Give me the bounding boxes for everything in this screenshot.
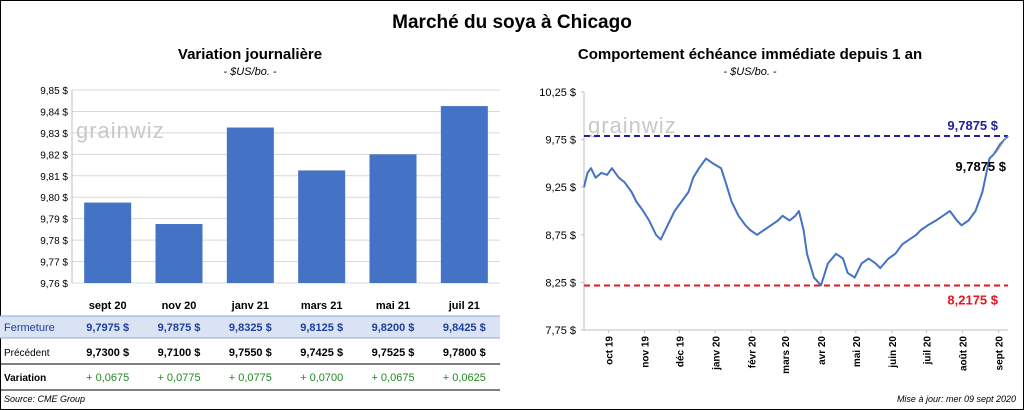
line-x-tick-label: févr 20 (747, 336, 758, 369)
table-cell: 9,8325 $ (229, 322, 272, 334)
bar (369, 154, 417, 283)
watermark-logo: grainwiz (76, 118, 165, 143)
table-cell: 9,7425 $ (300, 347, 343, 359)
bar (155, 224, 203, 283)
left-chart-title: Variation journalière (177, 46, 323, 63)
current-value-leader (995, 137, 1007, 154)
bar-y-tick-label: 9,82 $ (40, 150, 68, 161)
table-row-highlight (0, 316, 500, 338)
bar (298, 170, 346, 283)
line-x-tick-label: juil 20 (923, 336, 934, 366)
table-row-label: Précédent (4, 348, 50, 359)
line-x-tick-label: mars 20 (781, 336, 792, 374)
table-cell: 9,8200 $ (372, 322, 415, 334)
bar (226, 127, 274, 284)
line-x-tick-label: nov 19 (640, 336, 651, 368)
line-x-tick-label: sept 20 (995, 336, 1006, 371)
bar-y-tick-label: 9,78 $ (40, 236, 68, 247)
table-cell: 9,7875 $ (158, 322, 201, 334)
current-value-label: 9,7875 $ (955, 159, 1006, 174)
table-cell: 9,7100 $ (158, 347, 201, 359)
right-chart-title: Comportement échéance immédiate depuis 1… (577, 46, 923, 63)
line-x-tick-label: avr 20 (817, 336, 828, 365)
line-y-tick-label: 8,75 $ (545, 230, 576, 242)
low-reference-label: 8,2175 $ (947, 292, 998, 307)
table-row-label: Variation (4, 373, 46, 384)
bar-y-tick-label: 9,85 $ (40, 86, 68, 97)
right-chart-unit: - $US/bo. - (723, 66, 777, 78)
table-cell: + 0,0700 (300, 372, 343, 384)
bar-x-tick-label: sept 20 (89, 300, 127, 312)
table-cell: 9,7300 $ (86, 347, 129, 359)
line-y-tick-label: 10,25 $ (539, 87, 576, 99)
high-reference-label: 9,7875 $ (947, 118, 998, 133)
table-cell: + 0,0675 (86, 372, 129, 384)
table-cell: + 0,0675 (371, 372, 414, 384)
line-x-tick-label: janv 20 (711, 336, 722, 371)
data-table: Fermeture 9,7975 $ 9,7875 $ 9,8325 $ 9,8125 … (0, 315, 500, 391)
line-x-tick-label: oct 19 (604, 336, 615, 365)
watermark-logo: grainwiz (588, 113, 677, 138)
line-chart: 7,75 $ 8,25 $ 8,75 $ 9,25 $ 9,75 $ 10,25 $ gra… (539, 87, 1009, 374)
line-x-tick-label: juin 20 (888, 336, 899, 369)
table-cell: 9,7800 $ (443, 347, 486, 359)
bar (84, 202, 132, 283)
bar-y-tick-label: 9,81 $ (40, 172, 68, 183)
table-cell: 9,7975 $ (86, 322, 129, 334)
bar-x-tick-label: mars 21 (301, 300, 343, 312)
bar-x-tick-label: mai 21 (376, 300, 410, 312)
bar-x-tick-label: nov 20 (162, 300, 197, 312)
table-cell: 9,8125 $ (300, 322, 343, 334)
bar-y-tick-label: 9,79 $ (40, 215, 68, 226)
bar-y-tick-label: 9,77 $ (40, 258, 68, 269)
bar-y-tick-label: 9,76 $ (40, 279, 68, 290)
table-cell: + 0,0775 (229, 372, 272, 384)
main-title: Marché du soya à Chicago (392, 12, 632, 33)
left-chart-unit: - $US/bo. - (223, 66, 277, 78)
line-y-tick-label: 7,75 $ (545, 325, 576, 337)
table-cell: 9,7550 $ (229, 347, 272, 359)
price-series-line (583, 135, 1009, 287)
bar-chart: 9,76 $ 9,77 $ 9,78 $ 9,79 $ 9,80 $ 9,81 $ 9,82… (40, 86, 500, 312)
table-cell: 9,7525 $ (372, 347, 415, 359)
bar-x-tick-label: janv 21 (231, 300, 269, 312)
table-cell: + 0,0625 (443, 372, 486, 384)
bar-x-tick-label: juil 21 (448, 300, 480, 312)
line-x-tick-label: août 20 (959, 336, 970, 371)
line-y-tick-label: 9,75 $ (545, 135, 576, 147)
bar-y-tick-label: 9,83 $ (40, 129, 68, 140)
line-x-tick-label: mai 20 (852, 336, 863, 368)
table-row-label: Fermeture (4, 322, 55, 334)
line-y-tick-label: 8,25 $ (545, 277, 576, 289)
table-cell: 9,8425 $ (443, 322, 486, 334)
source-note: Source: CME Group (4, 394, 86, 404)
bar-y-tick-label: 9,80 $ (40, 193, 68, 204)
line-x-tick-label: déc 19 (675, 336, 686, 368)
line-y-tick-label: 9,25 $ (545, 182, 576, 194)
bar (440, 106, 488, 283)
table-cell: + 0,0775 (157, 372, 200, 384)
update-note: Mise à jour: mer 09 sept 2020 (896, 394, 1016, 404)
bar-y-tick-label: 9,84 $ (40, 107, 68, 118)
